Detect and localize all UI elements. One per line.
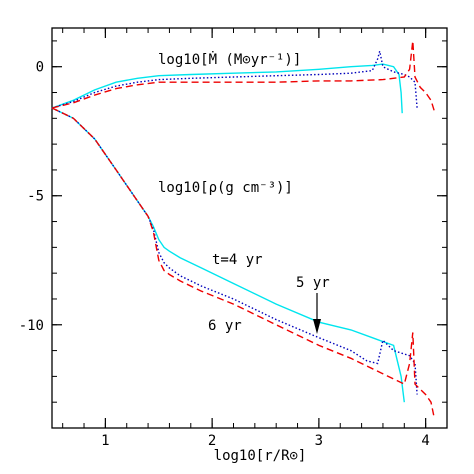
ticks-layer: 1 2 3 4 0 -5 -10	[19, 28, 447, 449]
rho-dashed-series-line	[51, 107, 435, 418]
rho-annotation: log10[ρ(g cm⁻³)]	[158, 180, 293, 196]
mdot-dotted-series-line	[51, 51, 418, 109]
arrow-indicator	[313, 293, 321, 334]
x-axis-label: log10[r/R⊙]	[214, 448, 307, 464]
x-tick-label: 2	[208, 433, 216, 449]
mdot-annotation: log10[Ṁ (M⊙yr⁻¹)]	[158, 50, 301, 68]
t4-annotation: t=4 yr	[212, 252, 263, 268]
x-tick-label: 3	[315, 433, 323, 449]
y-tick-label: -10	[19, 318, 44, 334]
series-layer	[51, 40, 435, 418]
t5-annotation: 5 yr	[296, 275, 330, 291]
t6-annotation: 6 yr	[208, 318, 242, 334]
mdot-dashed-series-line	[51, 40, 435, 111]
mdot-solid-series-line	[51, 63, 403, 114]
y-tick-label: 0	[36, 60, 44, 76]
arrow-head	[313, 319, 321, 334]
x-tick-label: 1	[101, 433, 109, 449]
y-tick-label: -5	[27, 189, 44, 205]
plot-frame	[51, 27, 448, 429]
x-tick-label: 4	[421, 433, 429, 449]
